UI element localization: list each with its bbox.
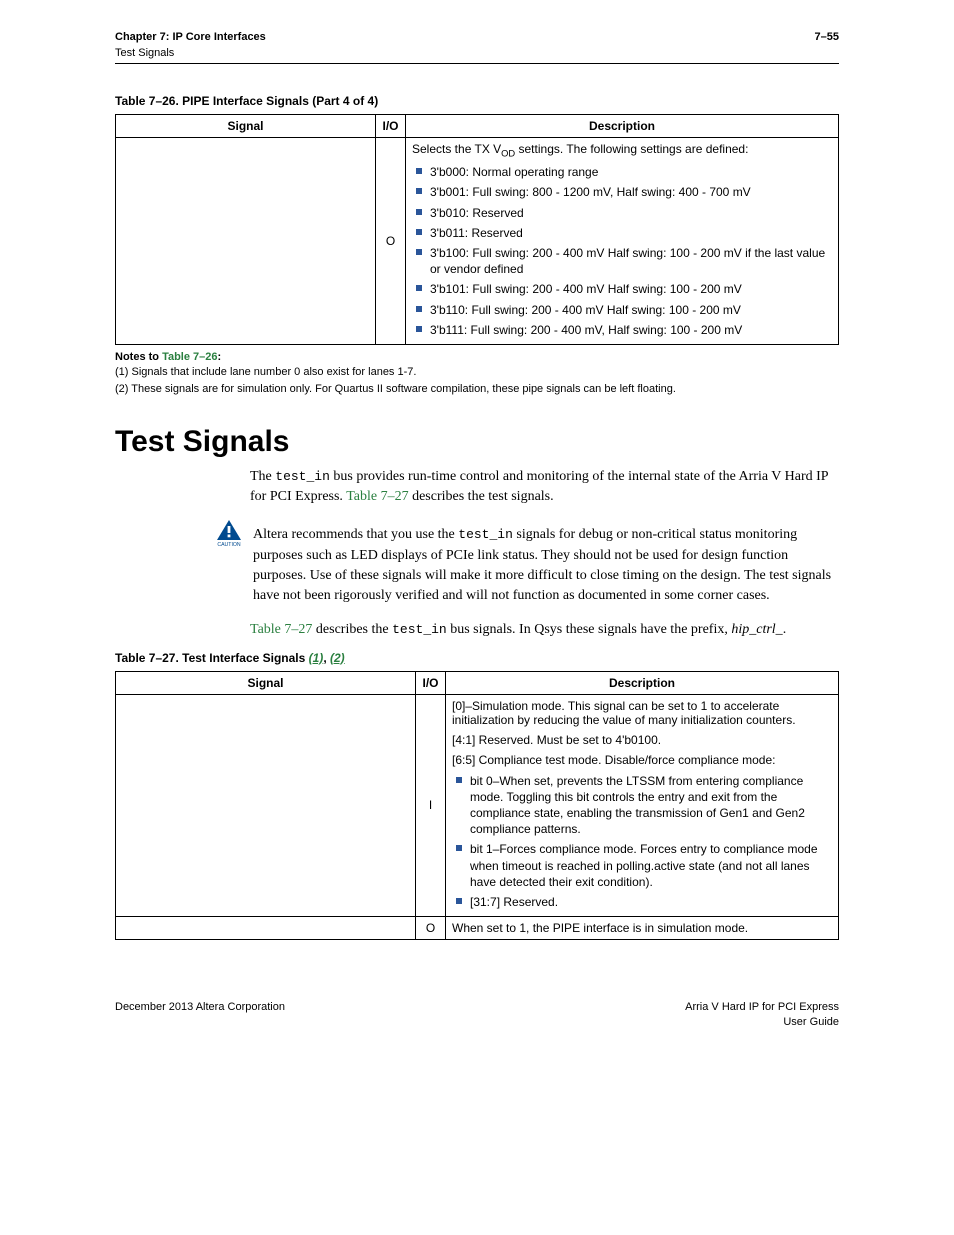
- page-footer: December 2013 Altera Corporation Arria V…: [115, 1000, 839, 1030]
- t27-fn2[interactable]: (2): [330, 651, 345, 665]
- caution-mono: test_in: [458, 527, 513, 542]
- r1-p1: [0]–Simulation mode. This signal can be …: [452, 699, 832, 727]
- p1-mono: test_in: [275, 469, 330, 484]
- desc-lead-sub: OD: [501, 148, 515, 158]
- caution-block: CAUTION Altera recommends that you use t…: [115, 519, 839, 612]
- p2-link[interactable]: Table 7–27: [250, 622, 312, 637]
- table-26-note-1: (1) Signals that include lane number 0 a…: [115, 365, 839, 380]
- caution-text: Altera recommends that you use the test_…: [253, 525, 839, 606]
- header-pagenum: 7–55: [815, 30, 839, 45]
- p2-ital: hip_ctrl_: [731, 622, 782, 637]
- header-rule: [115, 63, 839, 64]
- paragraph-1: The test_in bus provides run-time contro…: [250, 467, 839, 508]
- desc-lead-b: settings. The following settings are def…: [515, 142, 748, 156]
- p1-link[interactable]: Table 7–27: [346, 489, 408, 504]
- notes-head-link[interactable]: Table 7–26: [162, 351, 217, 363]
- table-27-r1-signal: [116, 694, 416, 917]
- header-sub: Test Signals: [115, 47, 839, 59]
- list-item: 3'b101: Full swing: 200 - 400 mV Half sw…: [412, 279, 832, 299]
- table-26-signal-cell: [116, 137, 376, 344]
- notes-head-b: :: [218, 351, 222, 363]
- t27-fn1[interactable]: (1): [309, 651, 324, 665]
- desc-lead-a: Selects the TX V: [412, 142, 501, 156]
- list-item: 3'b011: Reserved: [412, 223, 832, 243]
- table-27-r1-io: I: [416, 694, 446, 917]
- notes-head-a: Notes to: [115, 351, 162, 363]
- table-27-caption: Table 7–27. Test Interface Signals (1), …: [115, 651, 839, 665]
- paragraph-2: Table 7–27 describes the test_in bus sig…: [250, 620, 839, 640]
- table-26-th-signal: Signal: [116, 114, 376, 137]
- table-26-desc-cell: Selects the TX VOD settings. The followi…: [406, 137, 839, 344]
- table-27-r2-signal: [116, 917, 416, 940]
- desc-bullets: 3'b000: Normal operating range 3'b001: F…: [412, 162, 832, 340]
- table-row: O When set to 1, the PIPE interface is i…: [116, 917, 839, 940]
- list-item: 3'b001: Full swing: 800 - 1200 mV, Half …: [412, 182, 832, 202]
- table-27-th-signal: Signal: [116, 671, 416, 694]
- list-item: bit 1–Forces compliance mode. Forces ent…: [452, 839, 832, 892]
- p2-mono: test_in: [392, 622, 447, 637]
- r1-p3: [6:5] Compliance test mode. Disable/forc…: [452, 753, 832, 767]
- p1-a: The: [250, 469, 275, 484]
- list-item: 3'b111: Full swing: 200 - 400 mV, Half s…: [412, 320, 832, 340]
- caution-a: Altera recommends that you use the: [253, 527, 458, 542]
- footer-right-2: User Guide: [685, 1015, 839, 1030]
- p2-b: bus signals. In Qsys these signals have …: [447, 622, 732, 637]
- table-26-caption: Table 7–26. PIPE Interface Signals (Part…: [115, 94, 839, 108]
- footer-left: December 2013 Altera Corporation: [115, 1000, 285, 1030]
- r1-bullets: bit 0–When set, prevents the LTSSM from …: [452, 771, 832, 913]
- table-27-th-desc: Description: [446, 671, 839, 694]
- table-26-th-io: I/O: [376, 114, 406, 137]
- list-item: 3'b110: Full swing: 200 - 400 mV Half sw…: [412, 300, 832, 320]
- p2-a: describes the: [312, 622, 392, 637]
- table-27-r2-desc: When set to 1, the PIPE interface is in …: [446, 917, 839, 940]
- p2-c: .: [783, 622, 787, 637]
- t27-cap-a: Table 7–27. Test Interface Signals: [115, 651, 309, 665]
- table-27-th-io: I/O: [416, 671, 446, 694]
- footer-right-1: Arria V Hard IP for PCI Express: [685, 1000, 839, 1015]
- table-26-th-desc: Description: [406, 114, 839, 137]
- table-26: Signal I/O Description O Selects the TX …: [115, 114, 839, 345]
- table-27-r2-io: O: [416, 917, 446, 940]
- table-27: Signal I/O Description I [0]–Simulation …: [115, 671, 839, 941]
- list-item: 3'b100: Full swing: 200 - 400 mV Half sw…: [412, 243, 832, 279]
- header-chapter: Chapter 7: IP Core Interfaces: [115, 30, 266, 45]
- table-row: I [0]–Simulation mode. This signal can b…: [116, 694, 839, 917]
- list-item: bit 0–When set, prevents the LTSSM from …: [452, 771, 832, 840]
- table-row: O Selects the TX VOD settings. The follo…: [116, 137, 839, 344]
- list-item: 3'b010: Reserved: [412, 203, 832, 223]
- table-26-io-cell: O: [376, 137, 406, 344]
- r1-p2: [4:1] Reserved. Must be set to 4'b0100.: [452, 733, 832, 747]
- table-26-note-2: (2) These signals are for simulation onl…: [115, 382, 839, 397]
- table-26-notes-head: Notes to Table 7–26:: [115, 351, 839, 363]
- list-item: [31:7] Reserved.: [452, 892, 832, 912]
- list-item: 3'b000: Normal operating range: [412, 162, 832, 182]
- table-27-r1-desc: [0]–Simulation mode. This signal can be …: [446, 694, 839, 917]
- section-heading: Test Signals: [115, 425, 839, 459]
- svg-text:CAUTION: CAUTION: [217, 542, 241, 547]
- p1-c: describes the test signals.: [409, 489, 554, 504]
- caution-icon: CAUTION: [215, 519, 243, 552]
- t27-cap-sep: ,: [323, 651, 330, 665]
